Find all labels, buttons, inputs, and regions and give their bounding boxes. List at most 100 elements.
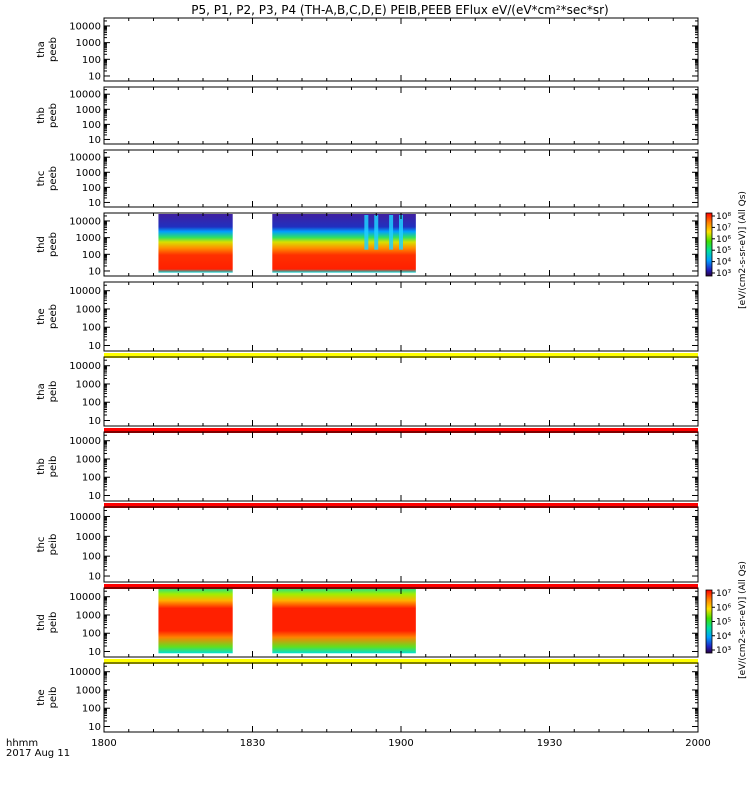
- y-tick-label: 10: [88, 135, 101, 146]
- x-tick-label: 2000: [685, 738, 710, 749]
- panel-label-probe: the: [36, 308, 47, 324]
- panel-label-product: peeb: [48, 103, 59, 128]
- y-tick-label: 10: [88, 416, 101, 427]
- panel-frame: [103, 356, 699, 427]
- panel-thc-peib: 10 100 1000 10000 thc peib: [36, 506, 699, 589]
- colorbar-tick-label: 10⁶: [716, 235, 731, 245]
- y-tick-label: 1000: [76, 454, 101, 465]
- flag-bar-thb-peib: [104, 503, 698, 508]
- panel-thd-peeb: 10 100 1000 10000 thd peeb: [36, 212, 699, 277]
- colorbar-label: [eV/(cm2-s-sr-eV)] (All Qs): [738, 561, 748, 679]
- panel-thb-peib: 10 100 1000 10000 thb peib: [36, 431, 699, 508]
- y-tick-label: 10000: [69, 436, 101, 447]
- y-tick-label: 100: [82, 398, 101, 409]
- flag-bar-tha-peib: [104, 428, 698, 433]
- y-tick-label: 1000: [76, 610, 101, 621]
- colorbar-tick-label: 10⁵: [716, 618, 731, 628]
- flag-bar-the-peeb: [104, 353, 698, 358]
- y-tick-label: 10000: [69, 667, 101, 678]
- spectrogram-streak-3: [389, 215, 394, 250]
- y-tick-label: 10: [88, 266, 101, 277]
- y-tick-label: 1000: [76, 233, 101, 244]
- colorbar-label: [eV/(cm2-s-sr-eV)] (All Qs): [738, 191, 748, 309]
- x-axis-date: 2017 Aug 11: [6, 748, 70, 759]
- panel-label-probe: thb: [36, 458, 47, 475]
- y-tick-label: 10: [88, 341, 101, 352]
- colorbar-tick-label: 10⁸: [716, 212, 731, 222]
- y-tick-label: 10000: [69, 21, 101, 32]
- y-tick-label: 100: [82, 552, 101, 563]
- spectrogram-block-thd-peeb-2: [272, 214, 416, 273]
- panel-thd-peib: 10 100 1000 10000 thd peib: [36, 587, 699, 664]
- colorbar-tick-label: 10⁷: [716, 589, 731, 599]
- panel-label-product: peib: [48, 687, 59, 709]
- panel-label-product: peib: [48, 534, 59, 556]
- spectrogram-streak-2: [374, 215, 379, 250]
- y-tick-label: 1000: [76, 532, 101, 543]
- panel-frame: [103, 281, 699, 352]
- spectrogram-streak-4: [399, 215, 403, 250]
- panel-frame: [103, 506, 699, 583]
- panel-label-product: peib: [48, 456, 59, 478]
- y-tick-label: 10000: [69, 90, 101, 101]
- y-tick-label: 10: [88, 491, 101, 502]
- y-tick-label: 10: [88, 572, 101, 583]
- y-tick-label: 1000: [76, 379, 101, 390]
- colorbar-tick-label: 10⁵: [716, 246, 731, 256]
- panel-tha-peib: 10 100 1000 10000 tha peib: [36, 356, 699, 433]
- y-tick-label: 10000: [69, 153, 101, 164]
- y-tick-label: 1000: [76, 105, 101, 116]
- spectrogram-block-thd-peib-1: [158, 589, 233, 654]
- spectrogram-streak-1: [364, 215, 369, 250]
- panel-label-probe: thd: [36, 236, 47, 253]
- panel-frame: [103, 431, 699, 502]
- panel-label-probe: thc: [36, 537, 47, 553]
- colorbar-tick-label: 10³: [716, 646, 731, 656]
- panel-tha-peeb: 10 100 1000 10000 tha peeb: [36, 17, 699, 82]
- x-axis-label: hhmm: [6, 738, 38, 749]
- panel-label-probe: tha: [36, 41, 47, 57]
- y-tick-label: 10: [88, 198, 101, 209]
- panel-label-product: peeb: [48, 37, 59, 62]
- y-tick-label: 1000: [76, 168, 101, 179]
- y-tick-label: 10000: [69, 512, 101, 523]
- panel-label-product: peeb: [48, 304, 59, 329]
- x-tick-label: 1830: [240, 738, 265, 749]
- colorbar-scale: [705, 212, 713, 277]
- flag-bar-thd-peib: [104, 659, 698, 664]
- y-tick-label: 100: [82, 55, 101, 66]
- y-tick-label: 1000: [76, 685, 101, 696]
- panel-frame: [103, 86, 699, 145]
- panel-label-probe: thd: [36, 614, 47, 631]
- colorbar-peib: 10⁷ 10⁶ 10⁵ 10⁴ 10³ [eV/(cm2-s-sr-eV)] (All Q…: [705, 561, 748, 679]
- spectrogram-block-thd-peib-2: [272, 589, 416, 654]
- panel-thb-peeb: 10 100 1000 10000 thb peeb: [36, 86, 699, 146]
- y-tick-label: 100: [82, 473, 101, 484]
- flag-bar-thc-peib: [104, 584, 698, 589]
- y-tick-label: 10: [88, 71, 101, 82]
- y-tick-label: 100: [82, 120, 101, 131]
- y-tick-label: 10000: [69, 361, 101, 372]
- panel-label-product: peib: [48, 612, 59, 634]
- x-tick-label: 1930: [537, 738, 562, 749]
- panel-frame: [103, 17, 699, 82]
- panel-label-probe: the: [36, 689, 47, 705]
- colorbar-tick-label: 10⁴: [716, 632, 731, 642]
- y-tick-label: 100: [82, 323, 101, 334]
- y-tick-label: 100: [82, 629, 101, 640]
- panel-label-probe: thb: [36, 107, 47, 124]
- panel-the-peib: 10 100 1000 10000 the peib: [36, 662, 699, 733]
- panel-frame: [103, 149, 699, 208]
- panel-label-product: peeb: [48, 232, 59, 257]
- colorbar-tick-label: 10³: [716, 269, 731, 279]
- y-tick-label: 10000: [69, 286, 101, 297]
- chart-title: P5, P1, P2, P3, P4 (TH-A,B,C,D,E) PEIB,P…: [191, 3, 608, 17]
- y-tick-label: 100: [82, 183, 101, 194]
- y-tick-label: 1000: [76, 38, 101, 49]
- panel-label-product: peib: [48, 381, 59, 403]
- y-tick-label: 1000: [76, 304, 101, 315]
- y-tick-label: 100: [82, 704, 101, 715]
- y-tick-label: 10: [88, 647, 101, 658]
- y-tick-label: 10000: [69, 216, 101, 227]
